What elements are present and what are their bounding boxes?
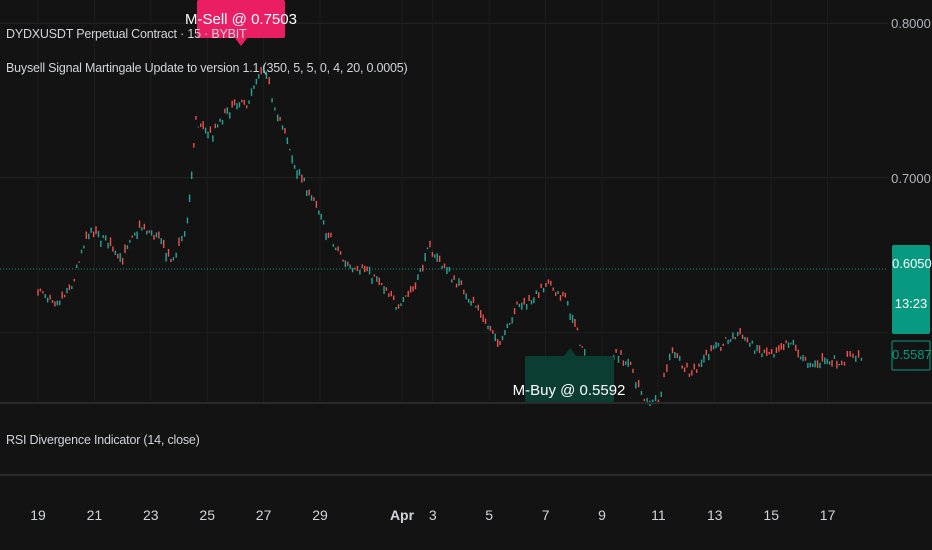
buy-signal: M-Buy @ 0.5592 <box>513 348 626 402</box>
sell-signal: M-Sell @ 0.7503 <box>185 0 297 46</box>
buy-signal-label: M-Buy @ 0.5592 <box>513 382 626 399</box>
price-axis: 0.8000 0.7000 <box>891 16 931 186</box>
symbol-title[interactable]: DYDXUSDT Perpetual Contract · 15 · BYBIT <box>6 27 247 41</box>
indicator-legend[interactable]: Buysell Signal Martingale Update to vers… <box>6 61 408 75</box>
current-price-tag <box>892 245 930 334</box>
x-tick-label: 19 <box>30 507 46 523</box>
x-tick-label: 27 <box>256 507 272 523</box>
pane-separator[interactable] <box>0 402 932 404</box>
x-tick-label: 3 <box>429 507 437 523</box>
pane-separator-bottom <box>0 474 932 476</box>
y-tick-label: 0.8000 <box>891 16 931 31</box>
secondary-price-tag <box>891 340 931 371</box>
x-tick-label: 23 <box>143 507 159 523</box>
sell-signal-label: M-Sell @ 0.7503 <box>185 11 297 28</box>
x-tick-label: Apr <box>390 507 415 523</box>
x-tick-label: 5 <box>485 507 493 523</box>
buy-signal-pointer <box>564 348 576 356</box>
x-tick-label: 21 <box>87 507 103 523</box>
secondary-price-value: 0.5587 <box>892 347 932 362</box>
x-tick-label: 11 <box>651 507 666 523</box>
countdown-value: 13:23 <box>894 296 928 311</box>
rsi-legend[interactable]: RSI Divergence Indicator (14, close) <box>6 433 200 447</box>
current-price-value: 0.6050 <box>892 256 932 271</box>
sell-signal-pointer <box>235 38 247 46</box>
grid <box>0 0 888 402</box>
sell-signal-box <box>197 0 285 38</box>
y-tick-label: 0.7000 <box>891 171 931 186</box>
buy-signal-box <box>525 356 614 402</box>
x-tick-label: 25 <box>199 507 215 523</box>
x-tick-label: 17 <box>820 507 836 523</box>
x-tick-label: 15 <box>763 507 779 523</box>
x-tick-label: 29 <box>312 507 328 523</box>
x-tick-label: 9 <box>598 507 606 523</box>
price-series <box>37 65 863 407</box>
x-tick-label: 13 <box>707 507 723 523</box>
time-axis[interactable]: 19 21 23 25 27 29 Apr 3 5 7 9 11 13 15 17 <box>30 507 835 523</box>
x-tick-label: 7 <box>542 507 550 523</box>
